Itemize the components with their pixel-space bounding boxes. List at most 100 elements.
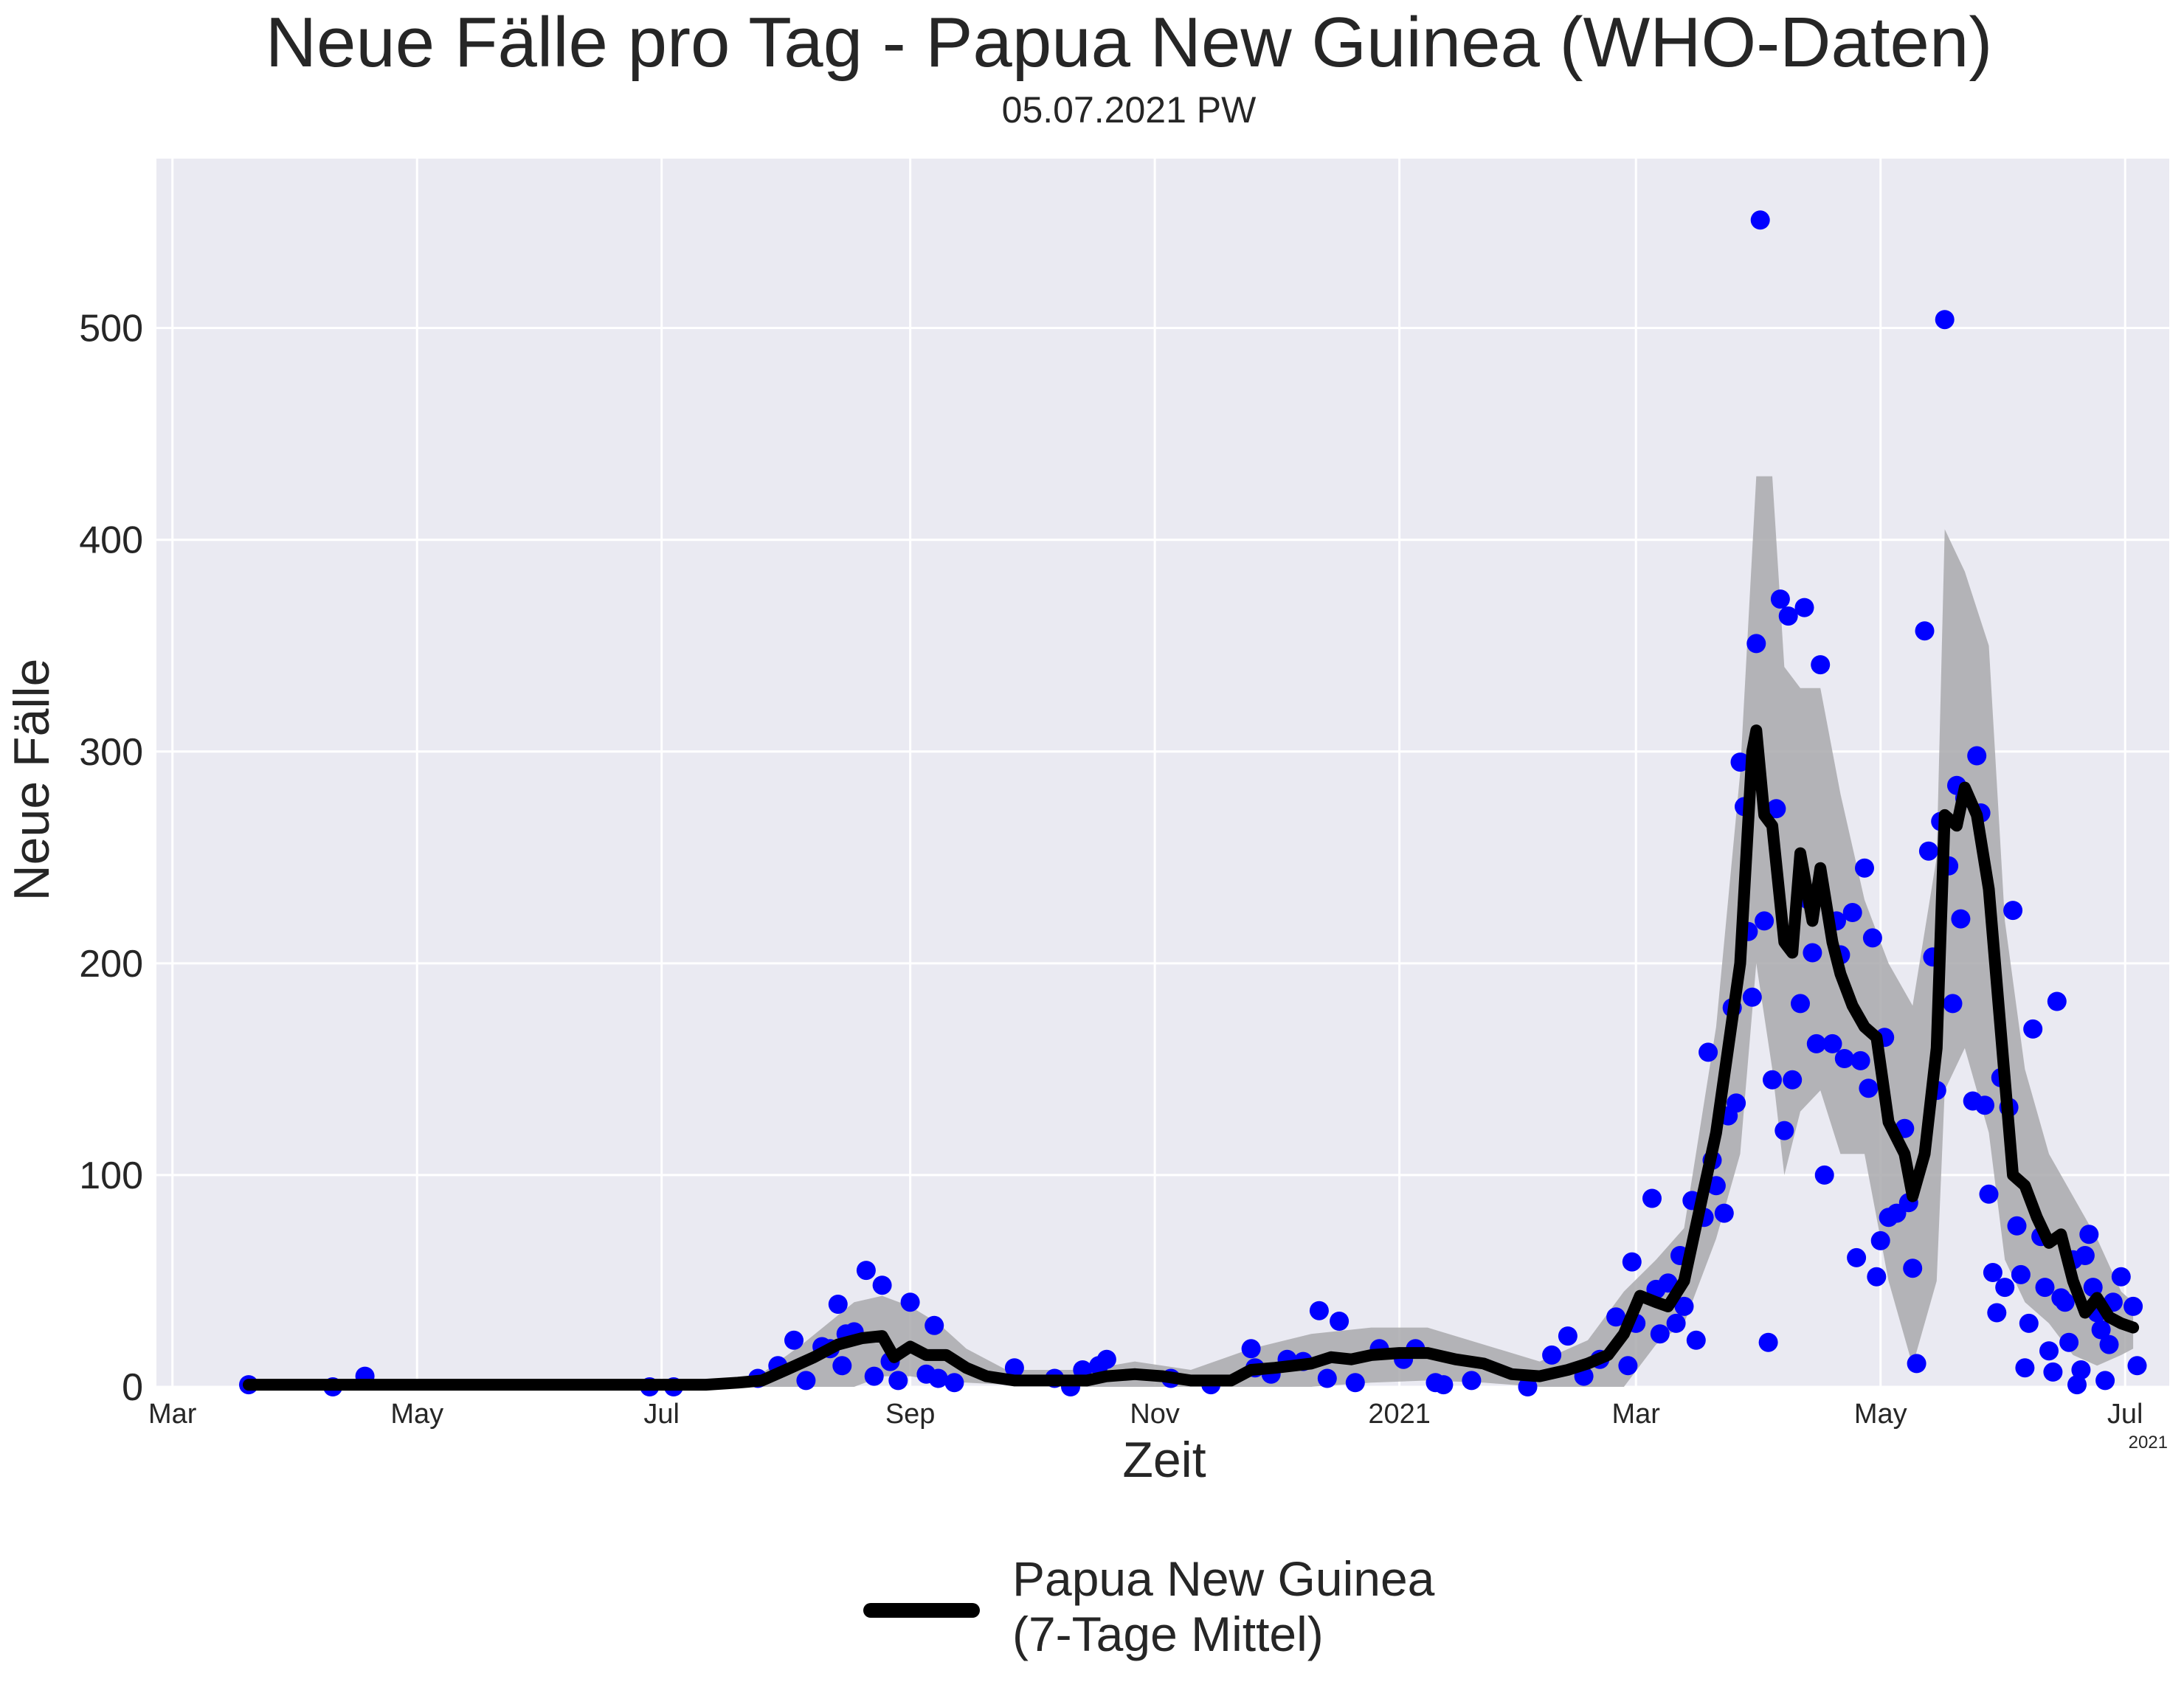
daily-case-point bbox=[1746, 634, 1766, 654]
daily-case-point bbox=[2079, 1225, 2099, 1244]
range-band bbox=[758, 476, 2134, 1387]
daily-case-point bbox=[1650, 1324, 1670, 1344]
daily-case-point bbox=[1699, 1042, 1718, 1062]
daily-case-point bbox=[1967, 746, 1987, 766]
y-tick-label: 0 bbox=[122, 1366, 143, 1409]
daily-case-point bbox=[1903, 1259, 1923, 1278]
y-axis-ticks: 0 100 200 300 400 500 bbox=[79, 308, 143, 1409]
daily-case-point bbox=[2023, 1019, 2043, 1039]
daily-case-point bbox=[1774, 1121, 1794, 1140]
daily-case-point bbox=[1943, 994, 1963, 1014]
daily-case-point bbox=[2019, 1313, 2039, 1333]
daily-case-point bbox=[796, 1371, 816, 1391]
daily-case-point bbox=[1791, 994, 1810, 1014]
grid bbox=[156, 159, 2169, 1388]
daily-case-point bbox=[1755, 911, 1774, 931]
daily-case-point bbox=[1766, 799, 1786, 819]
daily-case-point bbox=[856, 1261, 876, 1281]
daily-case-point bbox=[1979, 1184, 1999, 1204]
daily-case-point bbox=[1975, 1095, 1994, 1115]
daily-case-point bbox=[1241, 1339, 1261, 1359]
daily-case-point bbox=[1330, 1312, 1350, 1331]
daily-case-point bbox=[1096, 1349, 1116, 1369]
daily-case-point bbox=[1915, 621, 1935, 641]
daily-case-point bbox=[1727, 1093, 1746, 1113]
daily-case-point bbox=[1558, 1326, 1577, 1346]
daily-case-point bbox=[1834, 1049, 1854, 1068]
chart-subtitle: 05.07.2021 PW bbox=[1002, 89, 1257, 131]
legend: Papua New Guinea (7-Tage Mittel) bbox=[863, 1551, 1435, 1661]
daily-case-point bbox=[1842, 903, 1862, 922]
daily-case-point bbox=[1859, 1079, 1879, 1098]
daily-case-point bbox=[2091, 1320, 2111, 1340]
daily-case-point bbox=[2003, 901, 2023, 921]
daily-case-point bbox=[1783, 1070, 1803, 1090]
daily-case-point bbox=[900, 1292, 920, 1312]
x-tick-label: Mar bbox=[1612, 1399, 1661, 1430]
daily-case-point bbox=[2059, 1332, 2079, 1352]
x-tick-label: Mar bbox=[148, 1399, 197, 1430]
daily-case-point bbox=[1811, 655, 1831, 675]
daily-case-point bbox=[1542, 1345, 1562, 1365]
daily-case-point bbox=[784, 1330, 804, 1350]
daily-case-point bbox=[1855, 858, 1874, 878]
y-tick-label: 200 bbox=[79, 943, 143, 986]
daily-case-point bbox=[1987, 1303, 2007, 1323]
daily-case-point bbox=[1803, 943, 1822, 963]
moving-average-line bbox=[243, 724, 2140, 1391]
daily-case-point bbox=[2111, 1267, 2131, 1287]
daily-case-point bbox=[2095, 1371, 2115, 1391]
legend-label-line-1: Papua New Guinea bbox=[1012, 1551, 1435, 1606]
daily-case-point bbox=[1317, 1368, 1337, 1388]
daily-case-point bbox=[1870, 1230, 1890, 1250]
daily-case-point bbox=[2039, 1341, 2059, 1361]
daily-case-point bbox=[2011, 1264, 2031, 1284]
y-tick-label: 500 bbox=[79, 308, 143, 350]
daily-case-point bbox=[1518, 1377, 1538, 1396]
daily-case-point bbox=[1345, 1373, 1365, 1393]
x-tick-label: May bbox=[1854, 1399, 1907, 1430]
daily-case-point bbox=[1794, 598, 1814, 617]
daily-case-point bbox=[2071, 1360, 2091, 1379]
x-axis-ticks: Mar May Jul Sep Nov 2021 Mar May Jul bbox=[148, 1399, 2143, 1430]
x-tick-label: Jul bbox=[643, 1399, 680, 1430]
daily-case-point bbox=[2007, 1216, 2027, 1236]
daily-case-point bbox=[1666, 1313, 1686, 1333]
daily-case-point bbox=[1822, 1034, 1842, 1053]
daily-case-point bbox=[1867, 1267, 1887, 1287]
moving-average-path bbox=[243, 724, 2140, 1391]
daily-case-point bbox=[2099, 1334, 2119, 1354]
daily-case-point bbox=[944, 1373, 964, 1393]
daily-case-point bbox=[1750, 210, 1770, 230]
y-tick-label: 400 bbox=[79, 519, 143, 562]
daily-case-point bbox=[1004, 1358, 1024, 1378]
daily-case-point bbox=[1730, 752, 1750, 772]
daily-case-point bbox=[872, 1275, 892, 1295]
x-tick-label: Jul bbox=[2107, 1399, 2143, 1430]
daily-case-point bbox=[864, 1366, 884, 1386]
x-tick-label: May bbox=[390, 1399, 443, 1430]
daily-case-point bbox=[1622, 1252, 1642, 1272]
daily-case-point bbox=[888, 1371, 908, 1391]
daily-case-point bbox=[1907, 1354, 1926, 1374]
chart-title: Neue Fälle pro Tag - Papua New Guinea (W… bbox=[266, 3, 1993, 82]
legend-label-line-2: (7-Tage Mittel) bbox=[1012, 1607, 1324, 1661]
daily-case-point bbox=[2067, 1375, 2087, 1395]
daily-case-point bbox=[2127, 1356, 2147, 1376]
daily-case-point bbox=[1714, 1203, 1734, 1223]
daily-case-point bbox=[1758, 1332, 1778, 1352]
daily-case-point bbox=[1674, 1296, 1694, 1316]
x-axis-label: Zeit bbox=[1122, 1432, 1206, 1488]
daily-case-point bbox=[1742, 987, 1762, 1007]
daily-case-point bbox=[2123, 1296, 2143, 1316]
daily-case-point bbox=[2043, 1362, 2063, 1382]
daily-case-point bbox=[1847, 1247, 1867, 1267]
daily-case-point bbox=[1918, 841, 1938, 861]
daily-case-point bbox=[1309, 1301, 1329, 1320]
daily-case-point bbox=[1642, 1188, 1662, 1208]
x-tick-label: 2021 bbox=[1368, 1399, 1431, 1430]
daily-case-point bbox=[928, 1368, 948, 1388]
x-tick-label: Nov bbox=[1130, 1399, 1180, 1430]
daily-case-point bbox=[1814, 1165, 1834, 1185]
daily-case-point bbox=[1995, 1278, 2015, 1298]
